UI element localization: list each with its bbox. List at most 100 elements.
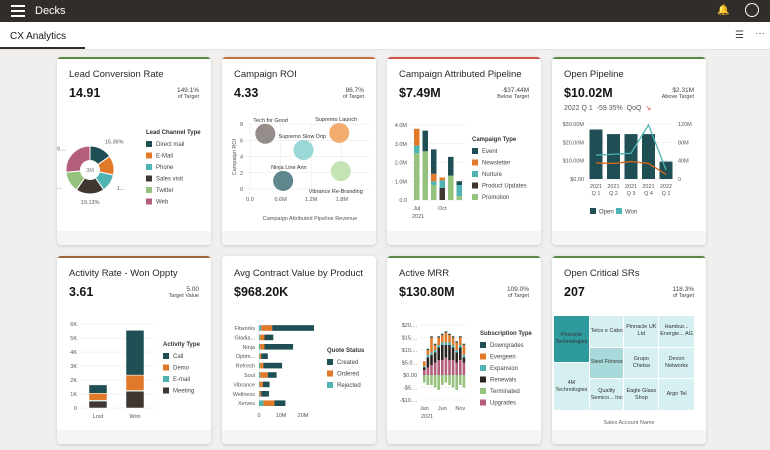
bar-segment bbox=[455, 342, 458, 350]
card-accent-bar bbox=[387, 57, 541, 59]
bar-segment bbox=[259, 381, 260, 388]
legend-item: Created bbox=[337, 360, 358, 366]
tick-label: $0.00 bbox=[403, 373, 417, 379]
tick-label: Gladia... bbox=[235, 335, 256, 341]
tick-label: Jul bbox=[413, 206, 420, 212]
bar-segment bbox=[459, 375, 462, 385]
tick-label: Jan bbox=[420, 406, 429, 412]
legend-swatch bbox=[327, 359, 333, 365]
bar-segment bbox=[259, 372, 261, 378]
legend-item: Product Updates bbox=[482, 184, 527, 190]
card-value: $7.49M bbox=[399, 86, 441, 100]
legend-item: Terminated bbox=[490, 389, 520, 395]
treemap-cell[interactable]: Grupo Chelsa bbox=[624, 347, 659, 379]
target-label: Below Target bbox=[497, 94, 529, 100]
bar-segment bbox=[444, 375, 448, 383]
bar-segment bbox=[437, 360, 440, 375]
bar-segment bbox=[430, 337, 433, 353]
treemap-cell[interactable]: Eagle Glass Shop bbox=[624, 379, 659, 410]
bar bbox=[607, 134, 620, 179]
legend-swatch bbox=[480, 353, 486, 360]
legend-title: Lead Channel Type bbox=[146, 130, 201, 136]
bar-segment bbox=[448, 156, 454, 176]
treemap-cell[interactable]: 4M Technologies bbox=[554, 363, 589, 410]
y2-tick-label: 80M bbox=[678, 140, 689, 146]
menu-icon[interactable] bbox=[11, 5, 25, 17]
filter-icon[interactable]: ☰ bbox=[735, 30, 744, 41]
tick-label: 20M bbox=[298, 413, 309, 419]
treemap-cell[interactable]: Quality Semico... Inc bbox=[589, 379, 624, 410]
tick-label: 2 bbox=[240, 171, 243, 177]
bar-segment bbox=[433, 345, 437, 350]
card-accent-bar bbox=[57, 57, 211, 59]
bar-segment bbox=[437, 347, 440, 360]
tick-label: Lost bbox=[93, 414, 104, 420]
treemap-cell[interactable]: Steel Fitness bbox=[589, 347, 624, 379]
legend-item: Expansion bbox=[490, 366, 518, 372]
card-active-mrr[interactable]: Active MRR $130.80M 109.0% of Target $20...… bbox=[387, 256, 541, 444]
bar-segment bbox=[444, 332, 448, 343]
treemap: Pinnacle Technologies Telco e Cabo Pinnacl… bbox=[554, 316, 694, 410]
bar-segment bbox=[426, 348, 430, 350]
card-avg-contract-value-by-product[interactable]: Avg Contract Value by Product $968.20K 0 1… bbox=[222, 256, 376, 444]
user-icon[interactable] bbox=[745, 3, 759, 17]
card-footer bbox=[222, 430, 376, 444]
target-info: 5.00 Target Value bbox=[169, 286, 199, 300]
legend-swatch bbox=[472, 171, 478, 177]
tick-label: Q 1 bbox=[592, 191, 601, 197]
legend-swatch bbox=[480, 376, 486, 383]
legend-item: Call bbox=[173, 354, 183, 360]
treemap-cell[interactable]: Devon Networks bbox=[659, 347, 694, 379]
target-info: 118.3% of Target bbox=[672, 286, 694, 300]
card-open-critical-srs[interactable]: Open Critical SRs 207 118.3% of Target Pinn… bbox=[552, 256, 706, 444]
legend-item: Ordered bbox=[337, 372, 359, 378]
legend-item: Sales visit bbox=[156, 177, 183, 183]
more-icon[interactable]: ··· bbox=[755, 28, 765, 39]
tick-label: Soul bbox=[244, 373, 255, 379]
bar-segment bbox=[451, 337, 455, 345]
card-footer bbox=[387, 231, 541, 245]
bar-segment bbox=[448, 360, 451, 375]
card-campaign-roi[interactable]: Campaign ROI 4.33 86.7% of Target 8 6 4 2 0 0.0 0… bbox=[222, 57, 376, 245]
card-value: 4.33 bbox=[234, 86, 259, 100]
legend-swatch bbox=[163, 364, 169, 371]
bar-segment bbox=[437, 375, 440, 390]
legend-item: Nurture bbox=[482, 172, 503, 178]
card-title: Open Pipeline bbox=[564, 69, 624, 80]
tick-label: 6K bbox=[70, 322, 77, 328]
card-activity-rate-won-oppty[interactable]: Activity Rate - Won Oppty 3.61 5.00 Target… bbox=[57, 256, 211, 444]
card-open-pipeline[interactable]: Open Pipeline $10.02M $2.31M Above Target 2… bbox=[552, 57, 706, 245]
tab-cx-analytics[interactable]: CX Analytics bbox=[10, 31, 67, 42]
card-campaign-attributed-pipeline[interactable]: Campaign Attributed Pipeline $7.49M -$37.… bbox=[387, 57, 541, 245]
treemap-cell[interactable]: Pinnacle UK Ltd bbox=[624, 316, 659, 347]
treemap-cell[interactable]: Hambur... Energie... AG bbox=[659, 316, 694, 347]
center-label: 3M bbox=[86, 168, 94, 174]
card-title: Open Critical SRs bbox=[564, 268, 640, 279]
tick-label: 2.0M bbox=[395, 161, 408, 167]
tick-label: Ninja bbox=[242, 345, 255, 351]
bell-icon[interactable]: 🔔 bbox=[717, 5, 730, 16]
tick-label: 5K bbox=[70, 336, 77, 342]
card-title: Activity Rate - Won Oppty bbox=[69, 268, 178, 279]
bar-segment bbox=[441, 345, 444, 360]
bubble-label: Ninja Line Ann bbox=[271, 165, 306, 171]
bar-segment bbox=[259, 353, 262, 359]
x-axis-year: 2021 bbox=[421, 414, 433, 420]
target-value: 5.00 bbox=[186, 286, 199, 293]
tick-label: 4.0M bbox=[395, 123, 408, 129]
bar-segment bbox=[125, 330, 145, 376]
treemap-cell[interactable]: Telco e Cabo bbox=[589, 316, 624, 347]
treemap-cell[interactable]: Argo Tel bbox=[659, 379, 694, 410]
tick-label: 0 bbox=[240, 187, 243, 193]
period-comparison: 2022 Q 1 -59.35% QoQ ↘ bbox=[564, 104, 651, 112]
treemap-cell[interactable]: Pinnacle Technologies bbox=[554, 316, 589, 363]
legend-swatch bbox=[616, 208, 622, 214]
tick-label: $10.... bbox=[402, 348, 418, 354]
tick-label: -$5.... bbox=[403, 386, 418, 392]
card-lead-conversion-rate[interactable]: Lead Conversion Rate 14.91 149.1% of Targe… bbox=[57, 57, 211, 245]
card-footer bbox=[552, 430, 706, 444]
legend-item: Evergeen bbox=[490, 355, 516, 361]
y-axis-label: Campaign ROI bbox=[232, 138, 238, 175]
tick-label: Q 1 bbox=[662, 191, 671, 197]
tick-label: 3.0M bbox=[395, 142, 408, 148]
